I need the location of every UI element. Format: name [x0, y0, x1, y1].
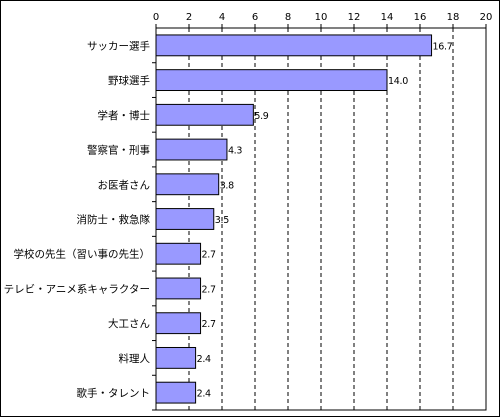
category-label: 学校の先生（習い事の先生）: [14, 248, 151, 261]
bar: [155, 103, 254, 126]
category-label: 料理人: [119, 352, 151, 365]
category-label: 学者・博士: [98, 109, 151, 122]
data-label: 2.4: [197, 389, 211, 400]
x-tick-label: 12: [348, 12, 361, 23]
data-label: 2.7: [202, 319, 216, 330]
category-label: 大工さん: [108, 317, 150, 330]
data-label: 5.9: [254, 111, 268, 122]
bar: [155, 381, 197, 404]
bar: [155, 208, 215, 230]
x-tick-label: 14: [381, 12, 394, 23]
category-label: 野球選手: [108, 74, 150, 87]
category-label: 警察官・刑事: [87, 144, 150, 157]
x-tick-label: 2: [186, 12, 192, 23]
data-label: 16.7: [433, 41, 453, 52]
data-label: 14.0: [388, 76, 408, 87]
x-tick-label: 6: [252, 12, 258, 23]
data-label: 2.4: [197, 354, 211, 365]
category-label: テレビ・アニメ系キャラクター: [4, 283, 150, 295]
x-tick-label: 10: [315, 12, 328, 23]
bar: [155, 173, 220, 196]
bar: [155, 34, 433, 57]
x-tick-label: 16: [414, 12, 427, 23]
bar: [155, 242, 202, 265]
data-label: 2.7: [202, 250, 216, 261]
data-label: 2.7: [202, 284, 216, 295]
data-label: 3.8: [220, 180, 234, 191]
x-tick-label: 4: [219, 12, 225, 23]
category-label: 消防士・救急隊: [77, 213, 151, 226]
bar: [155, 138, 228, 161]
data-label: 3.5: [215, 215, 229, 226]
bar: [155, 69, 388, 92]
data-label: 4.3: [228, 146, 242, 157]
category-label: お医者さん: [98, 179, 151, 191]
x-tick-label: 0: [153, 12, 159, 23]
bar: [155, 277, 202, 300]
x-tick-label: 18: [447, 12, 460, 23]
x-tick-label: 20: [480, 12, 493, 23]
bar: [155, 312, 202, 335]
x-tick-label: 8: [285, 12, 291, 23]
bar: [155, 346, 197, 369]
category-label: サッカー選手: [87, 39, 150, 52]
category-label: 歌手・タレント: [77, 387, 151, 400]
